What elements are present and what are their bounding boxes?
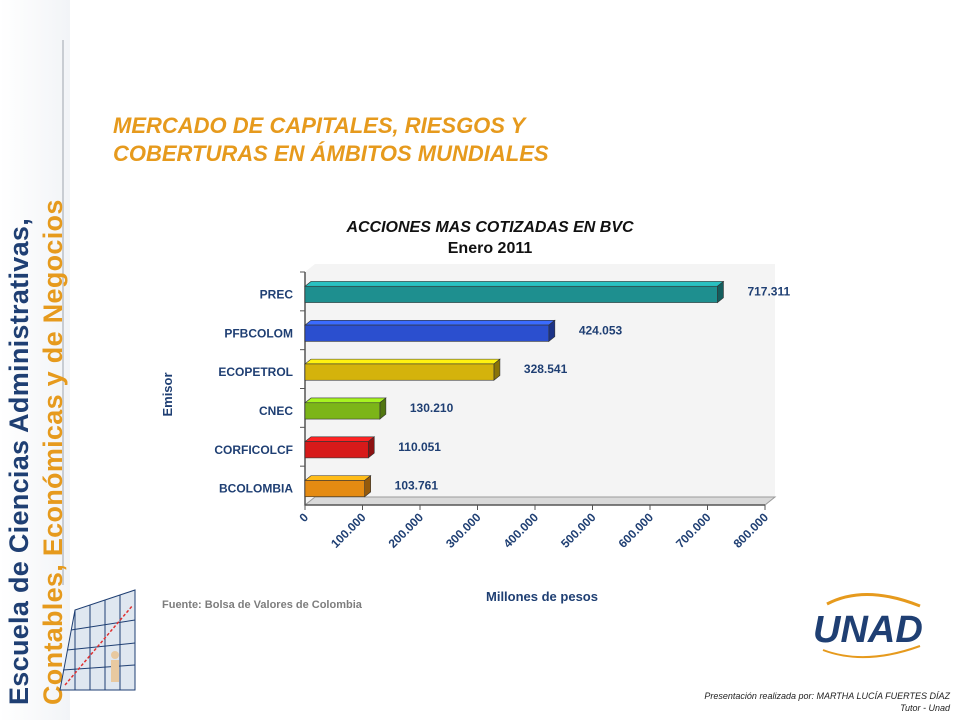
school-name-line1: Escuela de Ciencias Administrativas,	[4, 217, 34, 705]
slide-title: MERCADO DE CAPITALES, RIESGOS Y COBERTUR…	[113, 112, 673, 168]
y-tick-label: PFBCOLOM	[224, 326, 293, 340]
building-icon	[59, 589, 136, 691]
data-label: 328.541	[524, 362, 568, 376]
bar	[304, 441, 369, 459]
x-tick-label: 300.000	[443, 510, 484, 551]
bar	[304, 402, 381, 420]
chart-subtitle: Enero 2011	[447, 240, 533, 257]
chart-title: ACCIONES MAS COTIZADAS EN BVC	[346, 219, 634, 236]
bar	[304, 285, 718, 303]
x-tick-label: 600.000	[616, 510, 657, 551]
bar	[304, 363, 495, 381]
y-tick-label: CORFICOLCF	[214, 443, 293, 457]
y-tick-label: PREC	[260, 287, 294, 301]
unad-logo-icon: UNAD	[813, 593, 923, 659]
x-tick-label: 500.000	[558, 510, 599, 551]
sidebar-divider	[62, 40, 64, 585]
y-tick-label: ECOPETROL	[218, 365, 293, 379]
data-label: 717.311	[747, 284, 790, 298]
y-axis-title: Emisor	[160, 372, 175, 416]
bar-top-face	[304, 319, 556, 326]
data-label: 110.051	[398, 440, 441, 454]
x-tick-label: 400.000	[501, 510, 542, 551]
x-tick-label: 0	[296, 510, 311, 525]
y-tick-label: CNEC	[259, 404, 293, 418]
source-note: Fuente: Bolsa de Valores de Colombia	[162, 599, 362, 611]
bar-top-face	[304, 397, 387, 404]
credit-line1: Presentación realizada por: MARTHA LUCÍA…	[704, 691, 950, 701]
bar	[304, 480, 365, 498]
bar-top-face	[304, 436, 376, 442]
unad-logo-text: UNAD	[813, 609, 923, 651]
data-label: 130.210	[410, 401, 454, 415]
unad-logo: UNAD	[805, 590, 940, 667]
plot-floor	[303, 496, 777, 506]
bar-top-face	[304, 358, 501, 365]
x-tick-label: 800.000	[731, 510, 772, 551]
x-tick-label: 200.000	[386, 510, 427, 551]
bar-chart: 0 100.000 200.000 300.000 400.000 500.000 600.…	[160, 264, 790, 604]
y-tick-label: BCOLOMBIA	[219, 482, 293, 496]
bar	[304, 324, 550, 342]
bar-top-face	[304, 475, 372, 481]
credit-note: Presentación realizada por: MARTHA LUCÍA…	[704, 690, 950, 714]
slide-title-line2: COBERTURAS EN ÁMBITOS MUNDIALES	[113, 141, 549, 166]
slide-title-line1: MERCADO DE CAPITALES, RIESGOS Y	[113, 113, 526, 138]
credit-line2: Tutor - Unad	[900, 703, 950, 713]
x-axis-title: Millones de pesos	[486, 589, 598, 604]
x-tick-label: 100.000	[328, 510, 369, 551]
sidebar-band	[0, 0, 70, 720]
chart-title-block: ACCIONES MAS COTIZADAS EN BVC Enero 2011	[270, 217, 710, 259]
bar-top-face	[304, 281, 725, 287]
data-label: 103.761	[395, 479, 439, 493]
data-label: 424.053	[579, 323, 623, 337]
x-tick-label: 700.000	[673, 510, 714, 551]
